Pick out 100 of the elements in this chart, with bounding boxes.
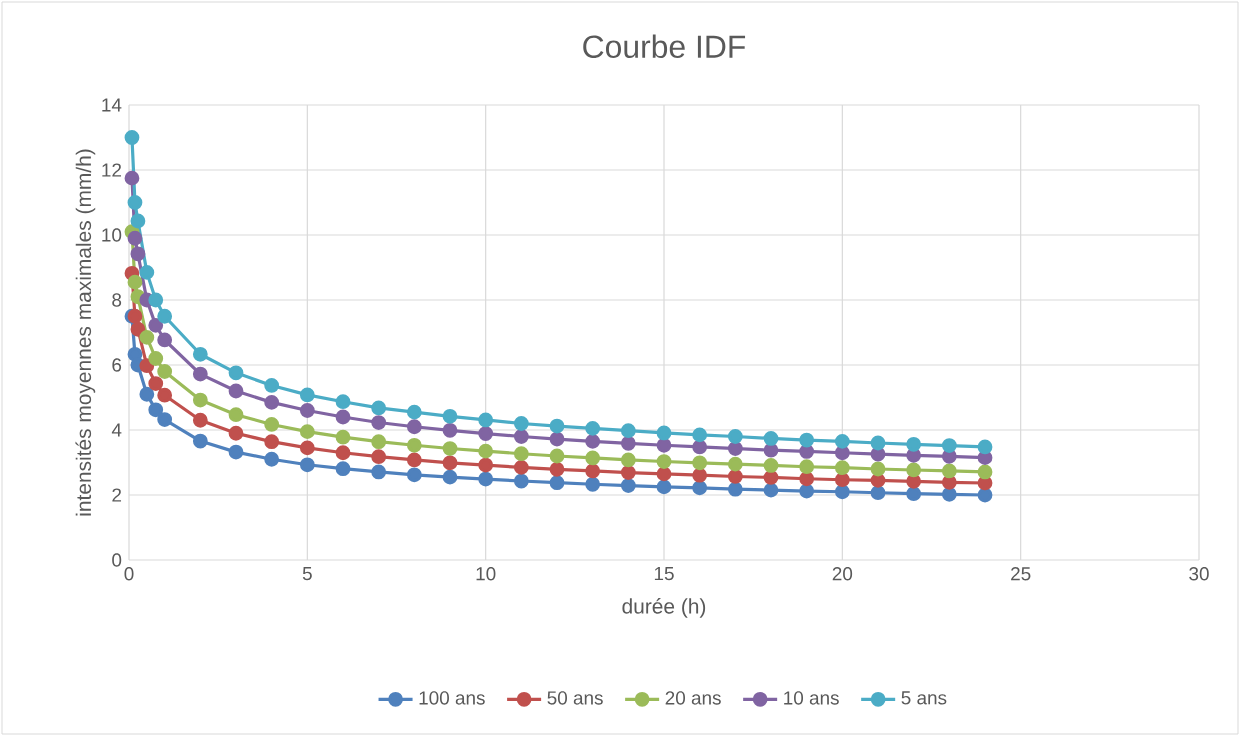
- point: [763, 458, 779, 473]
- point: [442, 408, 458, 424]
- point: [941, 463, 957, 479]
- point: [656, 479, 672, 495]
- point: [264, 378, 280, 393]
- point: [139, 329, 155, 345]
- point: [139, 264, 155, 280]
- point: [763, 442, 779, 458]
- point: [371, 449, 387, 465]
- point: [139, 386, 155, 402]
- point: [478, 412, 494, 428]
- point: [799, 432, 815, 448]
- point: [513, 446, 529, 462]
- y-tick-label: 2: [112, 488, 122, 502]
- point: [192, 366, 208, 382]
- point: [656, 454, 672, 469]
- point: [692, 480, 708, 496]
- x-tick-label: 15: [654, 567, 674, 581]
- point: [834, 433, 850, 449]
- point: [834, 445, 850, 461]
- point: [941, 438, 957, 453]
- point: [406, 452, 422, 468]
- point: [585, 476, 601, 492]
- y-tick-label: 4: [111, 423, 122, 437]
- point: [834, 472, 850, 488]
- point: [763, 470, 779, 485]
- point: [727, 441, 743, 456]
- y-tick-label: 10: [102, 228, 122, 242]
- point: [513, 429, 529, 444]
- point: [549, 431, 565, 447]
- point: [941, 486, 957, 502]
- point: [906, 486, 922, 502]
- y-tick-label: 8: [112, 293, 122, 307]
- point: [127, 230, 143, 246]
- point: [157, 412, 173, 427]
- point: [977, 464, 993, 480]
- point: [585, 433, 601, 449]
- point: [692, 455, 708, 471]
- point: [870, 435, 886, 451]
- point: [406, 419, 422, 435]
- point: [442, 469, 458, 485]
- point: [124, 130, 140, 145]
- point: [585, 450, 601, 466]
- point: [148, 351, 164, 366]
- point: [906, 436, 922, 452]
- point: [478, 426, 494, 441]
- point: [228, 444, 244, 460]
- legend-label: 20 ans: [665, 691, 721, 705]
- point: [264, 394, 280, 410]
- point: [335, 394, 351, 410]
- legend-label: 100 ans: [419, 691, 485, 705]
- point: [799, 444, 815, 459]
- point: [620, 452, 636, 468]
- point: [228, 365, 244, 381]
- point: [620, 478, 636, 493]
- point: [264, 434, 280, 450]
- point: [148, 317, 164, 333]
- point: [148, 292, 164, 308]
- point: [906, 473, 922, 489]
- point: [228, 383, 244, 399]
- x-tick-label: 25: [1011, 567, 1031, 581]
- point: [513, 416, 529, 431]
- y-axis-title: intensités moyennes maximales (mm/h): [75, 149, 96, 516]
- point: [727, 469, 743, 484]
- point: [727, 456, 743, 472]
- point: [130, 321, 146, 337]
- point: [799, 459, 815, 475]
- point: [335, 461, 351, 477]
- point: [299, 424, 315, 440]
- point: [478, 457, 494, 473]
- point: [549, 448, 565, 464]
- point: [585, 463, 601, 479]
- legend-label: 50 ans: [547, 691, 603, 705]
- point: [620, 423, 636, 439]
- point: [406, 404, 422, 420]
- point: [692, 427, 708, 443]
- point: [442, 455, 458, 471]
- point: [371, 400, 387, 416]
- point: [478, 443, 494, 459]
- point: [656, 466, 672, 482]
- point: [834, 460, 850, 476]
- point: [585, 420, 601, 436]
- point: [335, 445, 351, 461]
- point: [406, 467, 422, 483]
- point: [442, 422, 458, 438]
- point: [264, 417, 280, 432]
- point: [549, 461, 565, 477]
- point: [228, 425, 244, 441]
- point: [656, 437, 672, 453]
- x-tick-label: 0: [124, 567, 134, 581]
- point: [335, 429, 351, 445]
- point: [977, 439, 993, 455]
- point: [148, 402, 164, 418]
- point: [692, 439, 708, 455]
- point: [870, 461, 886, 477]
- point: [192, 392, 208, 408]
- chart-title: Courbe IDF: [583, 34, 746, 58]
- point: [192, 346, 208, 362]
- y-tick-label: 12: [102, 163, 122, 177]
- point: [656, 425, 672, 441]
